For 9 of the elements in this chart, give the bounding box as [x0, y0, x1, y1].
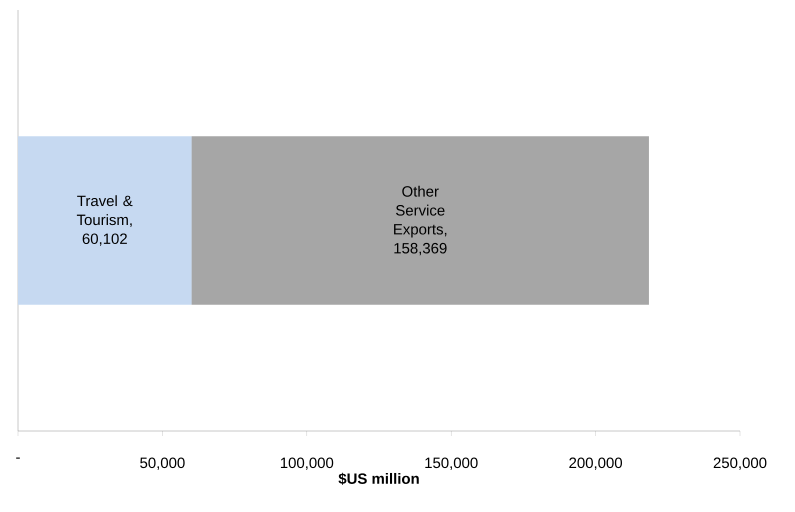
x-tick-label: 50,000: [140, 458, 185, 470]
x-tick-label: 250,000: [714, 458, 766, 470]
x-tick-label: 150,000: [425, 458, 478, 470]
data-label: Travel & Tourism, 60,102: [76, 195, 133, 246]
x-axis-title: $US million: [338, 472, 419, 485]
x-tick-label: -: [16, 458, 20, 459]
x-tick-label: 100,000: [280, 458, 334, 470]
x-tick-label: 200,000: [569, 458, 622, 470]
data-label: Other Service Exports, 158,369: [394, 186, 447, 256]
